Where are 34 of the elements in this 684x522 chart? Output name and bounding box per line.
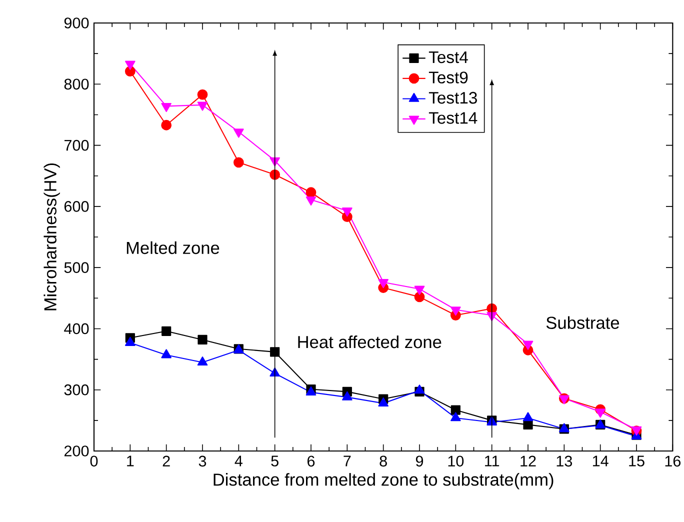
x-tick-label: 8	[380, 456, 387, 467]
x-axis-title: Distance from melted zone to substrate(mm)	[214, 473, 554, 490]
y-tick-label: 600	[64, 201, 89, 212]
x-tick-label: 1	[127, 456, 134, 466]
legend-label: Test14	[428, 112, 478, 124]
legend-label: Test4	[428, 51, 468, 64]
x-tick-label: 4	[234, 456, 242, 466]
annotation: Heat affected zone	[298, 335, 442, 348]
x-tick-label: 7	[344, 456, 351, 466]
y-tick-label: 200	[64, 446, 89, 456]
annotation: Substrate	[546, 316, 620, 329]
x-tick-label: 3	[198, 456, 206, 467]
y-tick-label: 800	[64, 78, 89, 90]
y-tick-label: 700	[64, 140, 89, 151]
annotation: Melted zone	[126, 241, 220, 254]
x-tick-label: 0	[90, 456, 98, 467]
x-tick-label: 16	[665, 456, 681, 467]
x-tick-label: 15	[629, 456, 644, 466]
x-tick-label: 2	[162, 456, 170, 466]
y-axis-title: Microhardness(HV)	[44, 163, 60, 310]
x-tick-label: 11	[485, 456, 500, 466]
x-tick-label: 10	[448, 456, 464, 467]
y-tick-label: 300	[64, 384, 89, 396]
y-tick-label: 500	[64, 262, 89, 273]
x-tick-label: 6	[308, 456, 315, 467]
x-tick-label: 12	[520, 456, 536, 466]
x-tick-label: 9	[416, 456, 424, 467]
y-tick-label: 400	[64, 323, 89, 334]
y-tick-label: 900	[64, 18, 89, 28]
x-tick-label: 14	[592, 456, 608, 466]
x-tick-label: 5	[271, 456, 278, 466]
legend-label: Test13	[428, 92, 477, 104]
x-tick-label: 13	[556, 456, 572, 467]
legend-label: Test9	[428, 72, 468, 84]
